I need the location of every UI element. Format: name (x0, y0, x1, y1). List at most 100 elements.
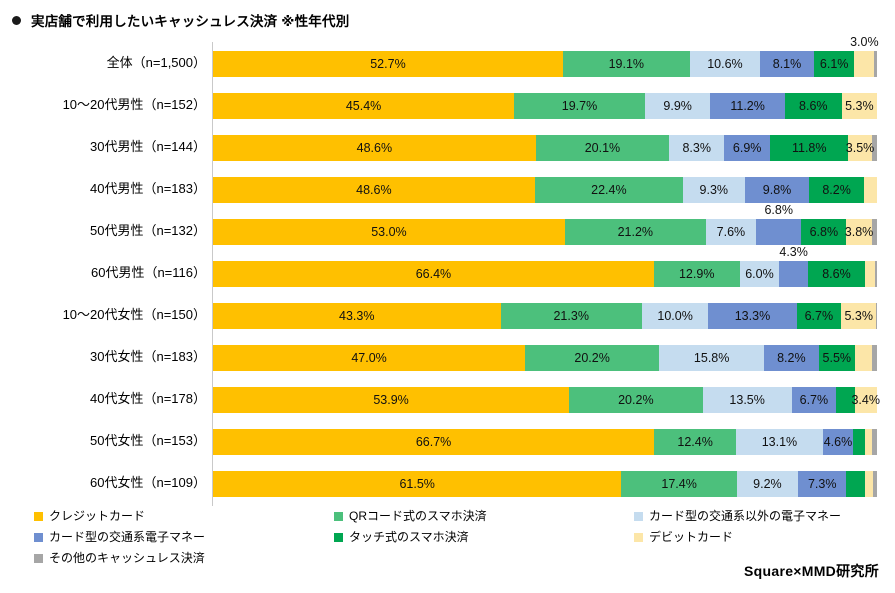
bar-segment: 8.6% (784, 93, 842, 119)
legend-row: その他のキャッシュレス決済 (34, 552, 874, 573)
y-axis-line (212, 42, 213, 506)
bar-value-label: 48.6% (356, 182, 392, 197)
bar-segment: 20.1% (535, 135, 670, 161)
category-label: 40代女性（n=178） (90, 391, 206, 406)
legend-row: クレジットカード QRコード式のスマホ決済 カード型の交通系以外の電子マネー (34, 510, 874, 531)
bar-segment: 19.7% (514, 93, 645, 119)
bar-value-label: 12.9% (678, 266, 715, 281)
legend-swatch-icon (34, 553, 43, 563)
category-label: 30代男性（n=144） (90, 139, 206, 154)
stacked-bar: 45.4% 19.7% 9.9% 11.2% 8.6% 5.3% (213, 93, 877, 119)
bar-segment: 6.8% (756, 204, 802, 245)
legend-item[interactable]: デビットカード (634, 531, 874, 543)
bar-value-label: 4.6% (823, 434, 853, 449)
bar-segment: 20.2% (525, 345, 660, 371)
bar-segment: 17.4% (621, 471, 737, 497)
legend-label: デビットカード (649, 530, 734, 544)
bar-segment: 9.8% (744, 177, 810, 203)
bar-segment: 21.2% (564, 219, 706, 245)
category-label: 40代男性（n=183） (90, 181, 206, 196)
bar-segment (876, 303, 877, 329)
bar-value-label: 5.3% (845, 98, 874, 113)
bar-row: 61.5% 17.4% 9.2% 7.3% (213, 462, 877, 504)
chart-legend: クレジットカード QRコード式のスマホ決済 カード型の交通系以外の電子マネーカード型… (34, 510, 874, 573)
bar-value-label: 20.2% (574, 350, 610, 365)
bar-value-label: 45.4% (345, 98, 382, 113)
bar-value-label: 66.4% (415, 266, 452, 281)
legend-item[interactable]: カード型の交通系電子マネー (34, 531, 334, 543)
bar-segment: 20.2% (569, 387, 703, 413)
bar-value-label: 8.6% (822, 266, 851, 281)
bar-segment: 6.7% (791, 387, 837, 413)
bar-row: 52.7% 19.1% 10.6% 8.1% 6.1% 3.0% (213, 36, 879, 84)
bar-value-label: 4.3% (779, 245, 808, 259)
bar-segment: 6.9% (724, 135, 771, 161)
bar-value-label: 11.8% (791, 140, 827, 155)
legend-item[interactable]: その他のキャッシュレス決済 (34, 552, 334, 564)
bar-value-label: 3.0% (850, 35, 879, 49)
bar-value-label: 7.6% (716, 224, 746, 239)
legend-swatch-icon (34, 511, 43, 521)
bar-segment: 6.8% (801, 219, 847, 245)
legend-row: カード型の交通系電子マネー タッチ式のスマホ決済 デビットカード (34, 531, 874, 552)
bar-segment (836, 387, 855, 413)
bar-segment: 47.0% (213, 345, 526, 371)
legend-swatch-icon (34, 532, 43, 542)
bar-segment: 48.6% (213, 135, 536, 161)
bar-value-label: 13.3% (734, 308, 771, 323)
bar-segment (855, 345, 872, 371)
bar-value-label: 17.4% (661, 476, 697, 491)
bar-segment: 9.2% (736, 471, 798, 497)
legend-item[interactable]: QRコード式のスマホ決済 (334, 510, 634, 522)
bar-value-label: 3.4% (851, 392, 880, 407)
chart-title-row: 実店舗で利用したいキャッシュレス決済 ※性年代別 (12, 10, 349, 30)
bar-value-label: 61.5% (399, 476, 435, 491)
bar-value-label: 8.1% (772, 56, 802, 71)
stacked-bar: 43.3% 21.3% 10.0% 13.3% 6.7% 5.3% (213, 303, 877, 329)
bar-value-label: 6.9% (732, 140, 762, 155)
bar-segment: 8.2% (809, 177, 864, 203)
bar-row: 66.7% 12.4% 13.1% 4.6% (213, 420, 877, 462)
bar-segment (865, 429, 872, 455)
bar-segment: 9.9% (644, 93, 711, 119)
bar-segment: 43.3% (213, 303, 501, 329)
bar-segment: 3.5% (846, 135, 874, 161)
bar-segment: 22.4% (534, 177, 684, 203)
bar-segment: 66.7% (213, 429, 655, 455)
legend-item[interactable]: クレジットカード (34, 510, 334, 522)
bar-segment: 48.6% (213, 177, 535, 203)
bar-value-label: 5.5% (822, 350, 852, 365)
category-label: 10～20代男性（n=152） (62, 97, 206, 112)
bar-segment: 5.3% (841, 93, 877, 119)
bar-segment (872, 471, 877, 497)
bar-value-label: 20.1% (584, 140, 621, 155)
bar-segment: 45.4% (213, 93, 515, 119)
bar-segment: 11.8% (770, 135, 849, 161)
bar-row: 53.0% 21.2% 7.6% 6.8% 6.8% 3.8% (213, 204, 877, 252)
bar-row: 45.4% 19.7% 9.9% 11.2% 8.6% 5.3% (213, 84, 877, 126)
bar-value-label: 8.6% (799, 98, 828, 113)
bar-segment: 10.6% (689, 51, 761, 77)
bar-value-label: 8.2% (777, 350, 806, 365)
bar-value-label: 6.1% (819, 56, 849, 71)
bar-segment: 4.3% (779, 246, 808, 287)
bar-value-label: 15.8% (693, 350, 730, 365)
legend-item[interactable]: タッチ式のスマホ決済 (334, 531, 634, 543)
bar-value-label: 6.0% (745, 266, 774, 281)
stacked-bar: 53.0% 21.2% 7.6% 6.8% 6.8% 3.8% (213, 204, 877, 245)
bar-value-label: 48.6% (356, 140, 393, 155)
legend-item[interactable]: カード型の交通系以外の電子マネー (634, 510, 874, 522)
legend-label: タッチ式のスマホ決済 (349, 530, 469, 544)
bar-value-label: 3.5% (845, 140, 875, 155)
legend-label: クレジットカード (49, 509, 146, 523)
bar-value-label: 7.3% (807, 476, 837, 491)
bar-row: 53.9% 20.2% 13.5% 6.7% 3.4% (213, 378, 880, 420)
bar-value-label: 9.8% (762, 182, 792, 197)
bar-segment (871, 345, 877, 371)
bar-value-label: 43.3% (339, 308, 375, 323)
bar-segment: 5.5% (818, 345, 856, 371)
bar-row: 47.0% 20.2% 15.8% 8.2% 5.5% (213, 336, 877, 378)
legend-label: QRコード式のスマホ決済 (349, 509, 487, 523)
stacked-bar: 61.5% 17.4% 9.2% 7.3% (213, 471, 877, 497)
